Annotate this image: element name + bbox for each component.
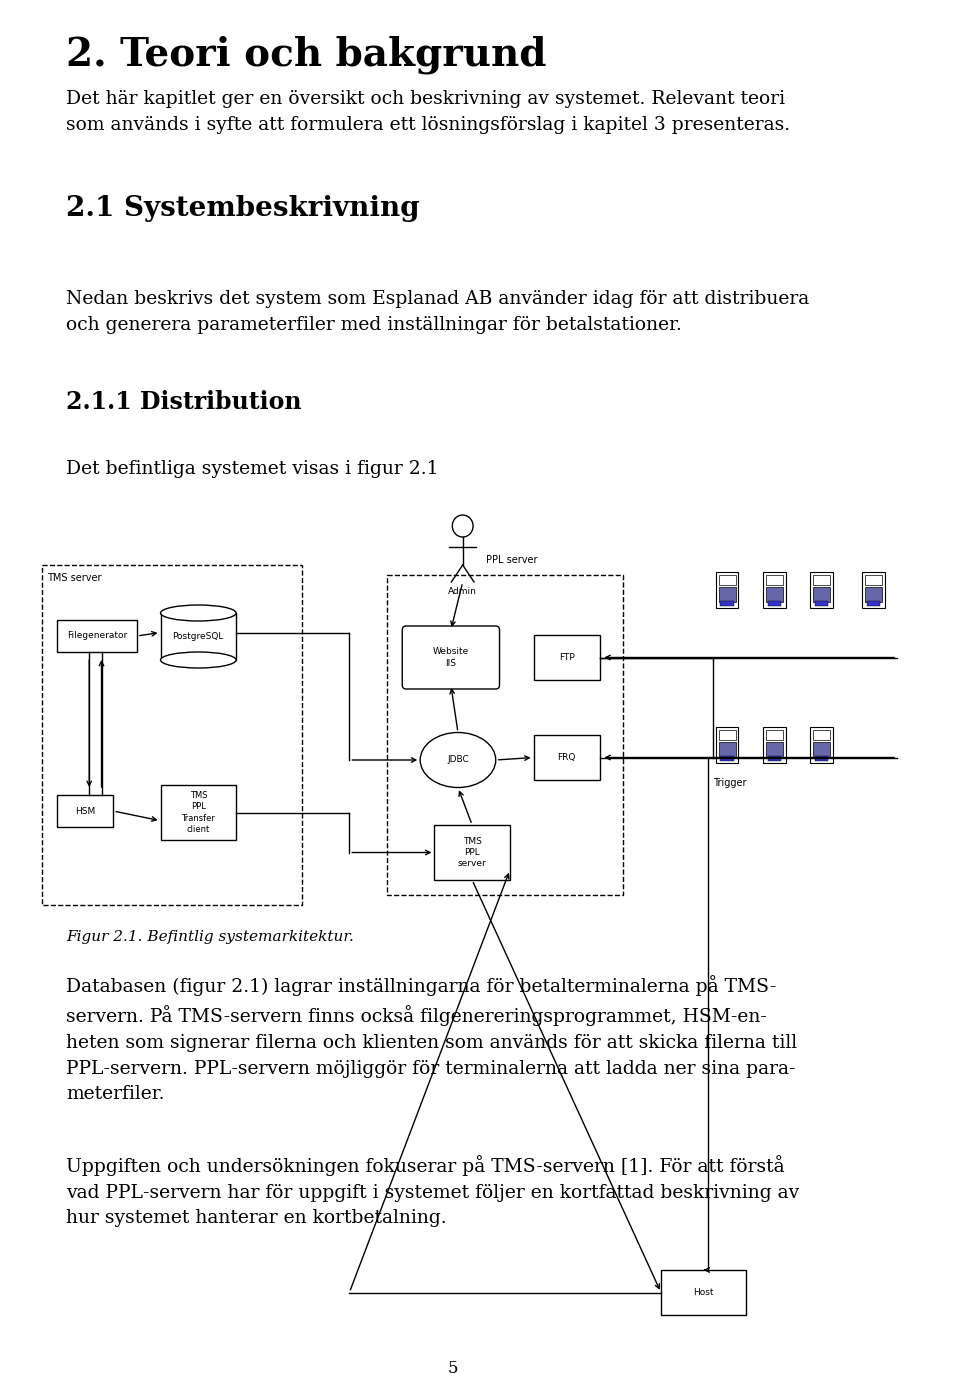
FancyBboxPatch shape bbox=[763, 572, 785, 609]
FancyBboxPatch shape bbox=[768, 602, 780, 606]
FancyBboxPatch shape bbox=[813, 586, 830, 602]
FancyBboxPatch shape bbox=[716, 727, 738, 764]
Text: Host: Host bbox=[693, 1289, 713, 1297]
Text: PPL server: PPL server bbox=[487, 556, 538, 565]
FancyBboxPatch shape bbox=[867, 602, 880, 606]
FancyBboxPatch shape bbox=[815, 602, 828, 606]
Circle shape bbox=[452, 515, 473, 537]
Ellipse shape bbox=[420, 733, 495, 787]
Ellipse shape bbox=[160, 604, 236, 621]
FancyBboxPatch shape bbox=[813, 575, 830, 585]
Text: Databasen (figur 2.1) lagrar inställningarna för betalterminalerna på TMS-
serve: Databasen (figur 2.1) lagrar inställning… bbox=[66, 974, 797, 1103]
FancyBboxPatch shape bbox=[862, 572, 885, 609]
Text: Det här kapitlet ger en översikt och beskrivning av systemet. Relevant teori
som: Det här kapitlet ger en översikt och bes… bbox=[66, 89, 790, 134]
FancyBboxPatch shape bbox=[387, 575, 623, 895]
FancyBboxPatch shape bbox=[813, 743, 830, 757]
FancyBboxPatch shape bbox=[719, 575, 735, 585]
Text: Nedan beskrivs det system som Esplanad AB använder idag för att distribuera
och : Nedan beskrivs det system som Esplanad A… bbox=[66, 290, 809, 334]
Text: 5: 5 bbox=[448, 1360, 459, 1376]
FancyBboxPatch shape bbox=[766, 586, 782, 602]
Text: Trigger: Trigger bbox=[713, 778, 747, 787]
Text: FTP: FTP bbox=[559, 653, 574, 662]
FancyBboxPatch shape bbox=[810, 727, 833, 764]
FancyBboxPatch shape bbox=[720, 757, 733, 761]
FancyBboxPatch shape bbox=[57, 794, 113, 826]
Text: Website
IIS: Website IIS bbox=[433, 648, 469, 667]
Text: TMS
PPL
server: TMS PPL server bbox=[458, 836, 487, 868]
FancyBboxPatch shape bbox=[160, 785, 236, 840]
Text: FRQ: FRQ bbox=[558, 752, 576, 762]
FancyBboxPatch shape bbox=[813, 730, 830, 740]
Text: Figur 2.1. Befintlig systemarkitektur.: Figur 2.1. Befintlig systemarkitektur. bbox=[66, 930, 354, 944]
FancyBboxPatch shape bbox=[42, 565, 302, 905]
Text: JDBC: JDBC bbox=[447, 755, 468, 765]
FancyBboxPatch shape bbox=[865, 575, 882, 585]
Text: HSM: HSM bbox=[75, 807, 95, 815]
FancyBboxPatch shape bbox=[810, 572, 833, 609]
Text: TMS
PPL
Transfer
client: TMS PPL Transfer client bbox=[181, 792, 215, 833]
Ellipse shape bbox=[160, 652, 236, 669]
FancyBboxPatch shape bbox=[534, 736, 600, 780]
Text: 2.1.1 Distribution: 2.1.1 Distribution bbox=[66, 389, 301, 415]
Text: PostgreSQL: PostgreSQL bbox=[173, 632, 224, 641]
FancyBboxPatch shape bbox=[534, 635, 600, 680]
FancyBboxPatch shape bbox=[402, 625, 499, 690]
FancyBboxPatch shape bbox=[661, 1270, 746, 1315]
FancyBboxPatch shape bbox=[719, 743, 735, 757]
FancyBboxPatch shape bbox=[766, 743, 782, 757]
FancyBboxPatch shape bbox=[720, 602, 733, 606]
FancyBboxPatch shape bbox=[716, 572, 738, 609]
FancyBboxPatch shape bbox=[763, 727, 785, 764]
Text: Admin: Admin bbox=[448, 586, 477, 596]
Text: Filegenerator: Filegenerator bbox=[66, 631, 127, 641]
Text: TMS server: TMS server bbox=[47, 572, 102, 584]
Text: Det befintliga systemet visas i figur 2.1: Det befintliga systemet visas i figur 2.… bbox=[66, 461, 439, 477]
FancyBboxPatch shape bbox=[57, 620, 137, 652]
FancyBboxPatch shape bbox=[719, 586, 735, 602]
FancyBboxPatch shape bbox=[766, 730, 782, 740]
FancyBboxPatch shape bbox=[768, 757, 780, 761]
Text: Uppgiften och undersökningen fokuserar på TMS-servern [1]. För att förstå
vad PP: Uppgiften och undersökningen fokuserar p… bbox=[66, 1154, 800, 1227]
FancyBboxPatch shape bbox=[434, 825, 510, 879]
Text: 2. Teori och bakgrund: 2. Teori och bakgrund bbox=[66, 35, 546, 74]
Text: 2.1 Systembeskrivning: 2.1 Systembeskrivning bbox=[66, 195, 420, 222]
FancyBboxPatch shape bbox=[865, 586, 882, 602]
FancyBboxPatch shape bbox=[815, 757, 828, 761]
FancyBboxPatch shape bbox=[766, 575, 782, 585]
FancyBboxPatch shape bbox=[719, 730, 735, 740]
